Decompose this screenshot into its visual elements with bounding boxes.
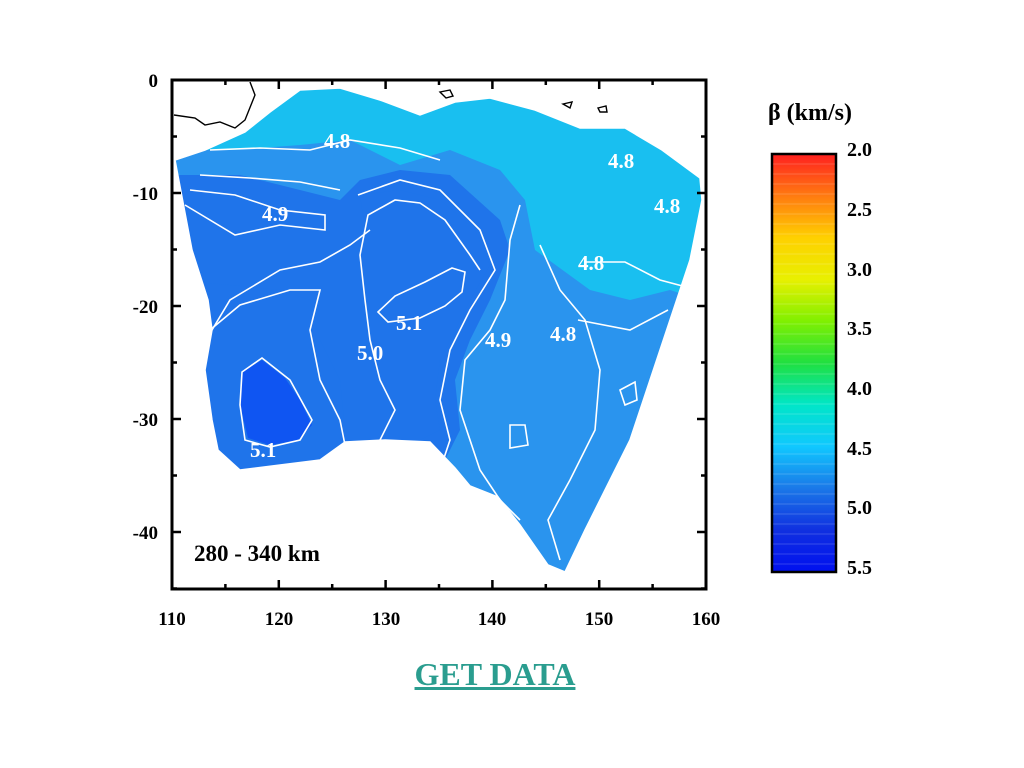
region-mid-center xyxy=(360,190,490,445)
plot-area: 110 120 130 140 150 160 0 -10 -20 -30 -4… xyxy=(133,71,721,630)
y-tick-label: -10 xyxy=(133,184,158,205)
colorbar-tick-label: 4.5 xyxy=(847,438,872,460)
y-tick-label: -40 xyxy=(133,523,158,544)
contour-lines xyxy=(184,139,691,561)
island-outline-3 xyxy=(596,105,608,113)
colorbar-tick-label: 2.0 xyxy=(847,139,872,161)
x-axis: 110 120 130 140 150 160 xyxy=(158,609,720,630)
get-data-link[interactable]: GET DATA xyxy=(414,656,576,692)
colorbar-tick-label: 4.0 xyxy=(847,378,872,400)
contour-label: 5.1 xyxy=(250,438,276,462)
contour-label: 4.8 xyxy=(550,322,576,346)
colorbar-tick-label: 5.5 xyxy=(847,557,872,579)
island-outline-2 xyxy=(561,101,574,110)
x-tick-label: 120 xyxy=(265,609,294,630)
contour-label: 4.9 xyxy=(262,202,288,226)
y-axis: 0 -10 -20 -30 -40 xyxy=(133,71,158,544)
x-tick-label: 110 xyxy=(158,609,185,630)
contour-label: 5.1 xyxy=(396,311,422,335)
colorbar-bar xyxy=(770,152,838,574)
depth-range-label: 280 - 340 km xyxy=(194,541,320,566)
colorbar-stripes xyxy=(773,163,835,565)
coastline xyxy=(174,87,703,573)
island-outline-1 xyxy=(438,89,455,99)
contour-label: 4.8 xyxy=(578,251,604,275)
x-tick-label: 130 xyxy=(372,609,401,630)
contour-label: 4.8 xyxy=(324,129,350,153)
colorbar-tick-label: 3.5 xyxy=(847,318,872,340)
contour-label: 4.9 xyxy=(485,328,511,352)
y-tick-label: -30 xyxy=(133,410,158,431)
y-tick-label: -20 xyxy=(133,297,158,318)
colorbar-title: β (km/s) xyxy=(768,100,852,126)
x-tick-label: 150 xyxy=(585,609,614,630)
colorbar-tick-label: 3.0 xyxy=(847,259,872,281)
x-tick-label: 140 xyxy=(478,609,507,630)
region-deep-west xyxy=(240,360,312,445)
contour-label: 4.8 xyxy=(608,149,634,173)
y-tick-label: 0 xyxy=(149,71,159,92)
velocity-field xyxy=(175,88,702,572)
contour-label: 5.0 xyxy=(357,341,383,365)
contour-label: 4.8 xyxy=(654,194,680,218)
region-light-east xyxy=(465,330,600,520)
x-tick-label: 160 xyxy=(692,609,721,630)
contour-labels: 4.8 4.8 4.8 4.8 4.8 4.9 4.9 5.1 5.0 5.1 xyxy=(250,129,680,462)
colorbar: β (km/s) 2.0 2.5 3.0 3.5 4.0 4.5 5.0 5.5 xyxy=(768,100,872,579)
colorbar-tick-label: 2.5 xyxy=(847,199,872,221)
colorbar-tick-label: 5.0 xyxy=(847,497,872,519)
landmass-outline-nw xyxy=(173,81,256,129)
axis-ticks xyxy=(170,78,708,590)
